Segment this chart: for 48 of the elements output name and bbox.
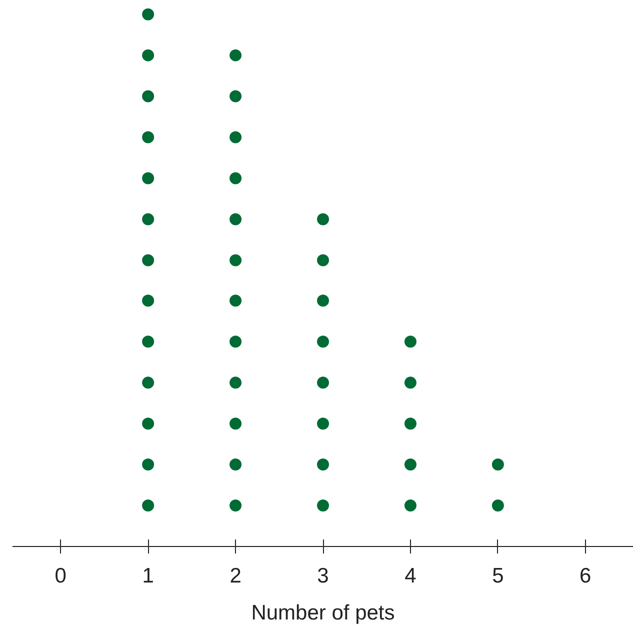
x-tick-label: 2 [230,564,242,588]
point [317,458,329,471]
point [404,336,416,348]
point [317,500,329,512]
point [492,500,504,512]
point [142,49,154,62]
point [317,336,329,348]
point [142,418,154,430]
point [230,172,242,184]
point [142,500,154,512]
point [404,376,416,389]
point [142,172,154,184]
point [142,90,154,102]
point [230,418,242,430]
point [142,458,154,471]
x-tick-label: 1 [142,564,154,588]
point [317,254,329,266]
point [230,500,242,512]
point [230,49,242,62]
point [142,131,154,144]
point [230,131,242,144]
point [142,294,154,307]
point [142,213,154,226]
x-tick-label: 4 [404,564,417,588]
point [317,376,329,389]
point [230,336,242,348]
point [230,213,242,226]
point [142,376,154,389]
point [230,90,242,102]
point [317,294,329,307]
point [404,418,416,430]
point [492,458,504,471]
point [142,336,154,348]
point [404,500,416,512]
point [317,213,329,226]
point [404,458,416,471]
point [230,294,242,307]
point [230,458,242,471]
x-tick-label: 3 [317,564,329,588]
point [142,254,154,266]
point [230,254,242,266]
point [142,8,154,20]
x-tick-label: 5 [492,564,504,588]
point [230,376,242,389]
x-axis-title: Number of pets [251,602,395,624]
point [317,418,329,430]
x-tick-label: 0 [54,564,66,588]
x-tick-label: 6 [580,564,592,588]
